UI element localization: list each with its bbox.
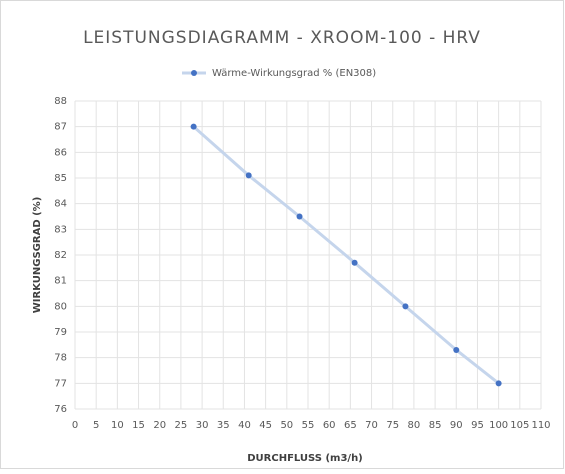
x-tick-label: 50 — [280, 420, 293, 431]
x-axis-label: DURCHFLUSS (m3/h) — [247, 453, 363, 464]
x-tick-label: 30 — [196, 420, 209, 431]
y-tick-label: 85 — [54, 173, 67, 184]
x-tick-label: 110 — [531, 420, 550, 431]
x-tick-label: 85 — [429, 420, 442, 431]
chart-title: LEISTUNGSDIAGRAMM - XROOM-100 - HRV — [83, 28, 481, 48]
x-tick-label: 65 — [344, 420, 357, 431]
data-point — [296, 213, 303, 220]
data-point — [245, 172, 252, 179]
x-tick-label: 0 — [72, 420, 78, 431]
y-tick-label: 84 — [54, 199, 67, 210]
x-tick-label: 70 — [365, 420, 378, 431]
y-tick-label: 88 — [54, 96, 67, 107]
x-tick-label: 35 — [217, 420, 230, 431]
data-point — [453, 346, 460, 353]
data-point — [402, 303, 409, 310]
y-tick-label: 79 — [54, 327, 67, 338]
x-tick-label: 5 — [93, 420, 99, 431]
x-tick-label: 60 — [323, 420, 336, 431]
legend-marker — [191, 70, 197, 76]
y-tick-label: 76 — [54, 404, 67, 415]
x-tick-label: 55 — [302, 420, 315, 431]
data-point — [190, 123, 197, 130]
y-tick-label: 86 — [54, 147, 67, 158]
x-tick-label: 90 — [450, 420, 463, 431]
y-tick-label: 80 — [54, 301, 67, 312]
y-tick-label: 78 — [54, 353, 67, 364]
x-tick-label: 25 — [175, 420, 188, 431]
y-tick-label: 83 — [54, 224, 67, 235]
y-axis-label: WIRKUNGSGRAD (%) — [32, 197, 43, 314]
x-tick-label: 45 — [259, 420, 272, 431]
y-tick-label: 87 — [54, 122, 67, 133]
legend-label: Wärme-Wirkungsgrad % (EN308) — [212, 68, 376, 79]
x-tick-label: 80 — [408, 420, 421, 431]
x-tick-label: 95 — [471, 420, 484, 431]
data-point — [351, 259, 358, 266]
x-tick-label: 75 — [386, 420, 399, 431]
data-point — [495, 380, 502, 387]
x-tick-label: 20 — [153, 420, 166, 431]
y-tick-label: 77 — [54, 378, 67, 389]
y-tick-label: 82 — [54, 250, 67, 261]
x-tick-label: 15 — [132, 420, 145, 431]
y-tick-label: 81 — [54, 276, 67, 287]
x-tick-label: 10 — [111, 420, 124, 431]
x-tick-label: 100 — [489, 420, 508, 431]
x-tick-label: 105 — [510, 420, 529, 431]
x-tick-label: 40 — [238, 420, 251, 431]
